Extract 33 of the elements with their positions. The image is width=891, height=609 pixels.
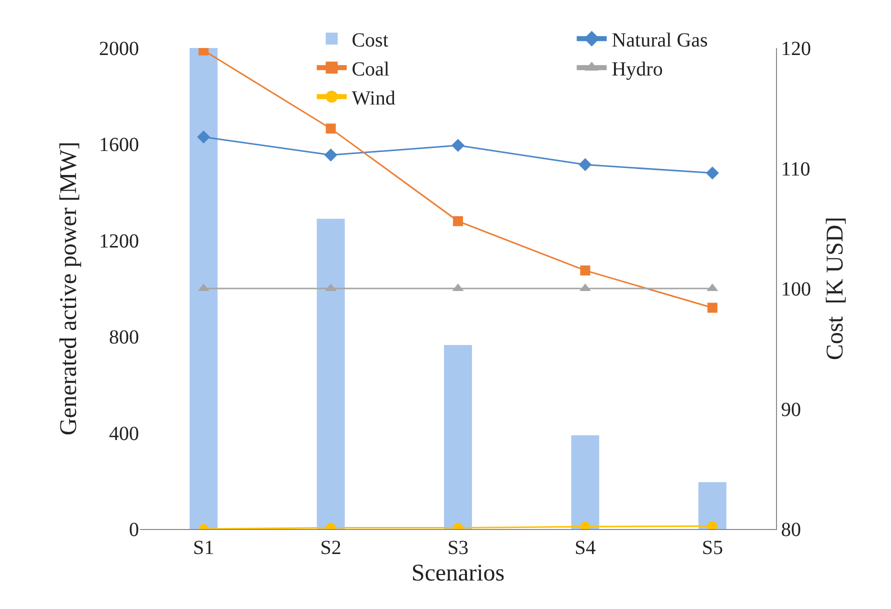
point	[580, 265, 590, 276]
point	[324, 148, 338, 162]
legend-label: Coal	[352, 58, 390, 80]
y2-tick-label: 90	[781, 398, 801, 421]
point	[453, 216, 463, 226]
y2-tick-label: 110	[781, 158, 810, 180]
point	[452, 138, 464, 152]
y2-tick-label: 120	[781, 38, 811, 60]
point	[578, 158, 592, 172]
x-tick-label: S2	[320, 537, 342, 559]
point	[197, 130, 210, 144]
y2-tick-label: 100	[781, 278, 811, 300]
x-tick-label: S4	[574, 537, 596, 559]
y-tick-label: 1600	[99, 134, 139, 156]
x-tick-label: S3	[447, 537, 469, 559]
x-axis-title: Scenarios	[411, 560, 505, 586]
y2-tick-label: 80	[781, 519, 801, 541]
y-tick-label: 800	[109, 326, 139, 349]
x-tick-label: S1	[193, 537, 214, 559]
legend-label: Hydro	[612, 58, 663, 80]
y-tick-label: 1200	[99, 230, 139, 252]
point	[326, 124, 336, 134]
x-tick-label: S5	[702, 537, 723, 559]
legend-label: Natural Gas	[612, 29, 708, 52]
legend-label: Cost	[352, 29, 389, 52]
y-tick-label: 2000	[99, 38, 139, 60]
y-tick-label: 0	[129, 519, 139, 541]
y-tick-label: 400	[109, 422, 139, 445]
point	[706, 166, 719, 180]
legend-label: Wind	[352, 87, 396, 110]
y2-axis-title: Cost [K USD]	[822, 216, 848, 360]
point	[707, 302, 718, 313]
y-axis-title: Generated active power [MW]	[56, 142, 82, 436]
